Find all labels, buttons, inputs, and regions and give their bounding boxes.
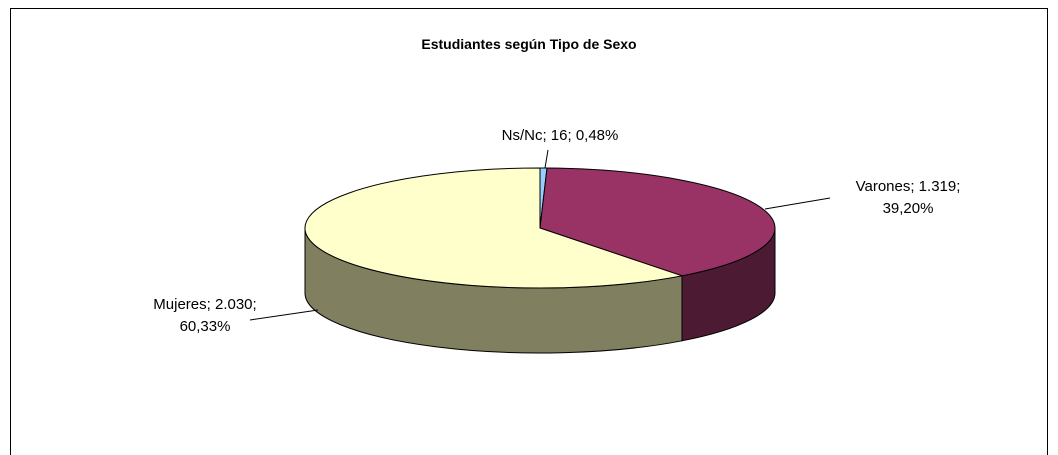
data-label: Ns/Nc; 16; 0,48%: [502, 127, 619, 144]
chart-title: Estudiantes según Tipo de Sexo: [421, 36, 636, 52]
data-label: 39,20%: [883, 200, 934, 217]
pie-slice: [304, 167, 684, 289]
data-label: Mujeres; 2.030;: [153, 296, 256, 313]
leader-line: [249, 309, 319, 321]
chart-frame: [10, 8, 1048, 455]
data-label: Varones; 1.319;: [856, 178, 961, 195]
data-label: 60,33%: [180, 318, 231, 335]
pie-slice: [539, 167, 776, 277]
leader-line: [544, 149, 549, 169]
leader-line: [764, 197, 831, 210]
